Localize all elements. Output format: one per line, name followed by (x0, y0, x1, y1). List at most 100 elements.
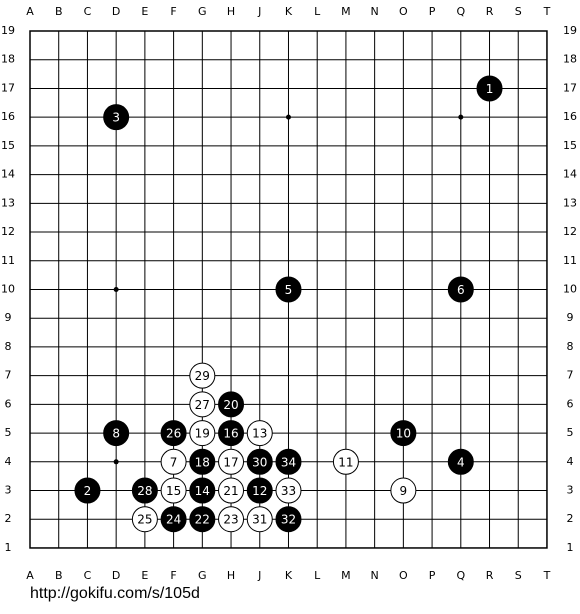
row-label: 15 (1, 139, 15, 152)
row-label: 12 (1, 225, 15, 238)
row-label: 14 (1, 168, 15, 181)
stone: 4 (447, 448, 474, 475)
move-number: 17 (223, 455, 238, 469)
row-label: 5 (567, 426, 574, 439)
move-number: 10 (396, 427, 411, 441)
move-number: 20 (223, 398, 238, 412)
stone: 34 (275, 448, 302, 475)
row-label: 3 (567, 484, 574, 497)
column-label: Q (456, 569, 465, 582)
move-number: 34 (281, 455, 296, 469)
row-label: 19 (563, 24, 577, 37)
stone: 5 (275, 276, 302, 303)
stone: 22 (189, 506, 216, 533)
row-label: 4 (567, 455, 574, 468)
row-label: 8 (5, 340, 12, 353)
row-label: 11 (563, 254, 577, 267)
stone: 2 (74, 477, 101, 504)
row-label: 18 (1, 53, 15, 66)
row-label: 5 (5, 426, 12, 439)
move-number: 14 (195, 484, 210, 498)
stone: 33 (275, 477, 302, 504)
column-label: F (170, 5, 176, 18)
stone: 8 (103, 420, 130, 447)
stone-disc (447, 448, 474, 475)
row-label: 9 (5, 311, 12, 324)
row-label: 13 (1, 196, 15, 209)
row-label: 16 (563, 110, 577, 123)
stone-disc (476, 75, 503, 102)
column-label: O (399, 5, 408, 18)
stone: 19 (189, 420, 216, 447)
move-number: 7 (170, 455, 178, 469)
move-number: 9 (400, 484, 408, 498)
board-border (29, 30, 548, 549)
stone: 15 (160, 477, 187, 504)
column-label: S (515, 569, 522, 582)
stone: 31 (246, 506, 273, 533)
stone-disc (390, 420, 417, 447)
stone-disc (103, 104, 130, 131)
move-number: 6 (457, 283, 465, 297)
column-label: T (543, 569, 551, 582)
column-label: Q (456, 5, 465, 18)
stone: 9 (390, 477, 417, 504)
column-label: P (429, 569, 436, 582)
stone: 11 (332, 448, 359, 475)
row-label: 9 (567, 311, 574, 324)
column-label: D (112, 569, 120, 582)
stone-disc (275, 506, 302, 533)
move-number: 1 (486, 82, 494, 96)
move-number: 31 (252, 513, 267, 527)
row-label: 3 (5, 484, 12, 497)
star-point (113, 286, 119, 292)
move-number: 22 (195, 513, 210, 527)
stone-disc (189, 362, 216, 389)
stone-disc (246, 477, 273, 504)
move-number: 23 (223, 513, 238, 527)
row-label: 13 (563, 196, 577, 209)
move-number: 18 (195, 455, 210, 469)
stone-disc (218, 477, 245, 504)
stone-disc (246, 420, 273, 447)
row-label: 17 (1, 81, 15, 94)
column-label: A (26, 569, 34, 582)
star-point (113, 459, 119, 465)
stone: 24 (160, 506, 187, 533)
column-label: A (26, 5, 34, 18)
column-label: E (141, 5, 148, 18)
column-label: N (371, 5, 379, 18)
stone: 10 (390, 420, 417, 447)
stone-disc (218, 506, 245, 533)
row-label: 15 (563, 139, 577, 152)
move-number: 16 (223, 427, 238, 441)
row-label: 6 (567, 397, 574, 410)
row-label: 6 (5, 397, 12, 410)
row-label: 17 (563, 81, 577, 94)
stone: 13 (246, 420, 273, 447)
row-label: 1 (5, 541, 12, 554)
stone-disc (275, 477, 302, 504)
move-number: 5 (285, 283, 293, 297)
stone: 25 (131, 506, 158, 533)
stone: 28 (131, 477, 158, 504)
row-label: 7 (567, 369, 574, 382)
row-label: 16 (1, 110, 15, 123)
move-number: 32 (281, 513, 296, 527)
move-number: 30 (252, 455, 267, 469)
row-label: 11 (1, 254, 15, 267)
column-label: E (141, 569, 148, 582)
column-label: S (515, 5, 522, 18)
row-label: 10 (1, 282, 15, 295)
column-label: K (285, 5, 293, 18)
stone-disc (218, 391, 245, 418)
column-label: J (257, 5, 261, 18)
row-label: 19 (1, 24, 15, 37)
stone: 21 (218, 477, 245, 504)
move-number: 15 (166, 484, 181, 498)
stone-disc (160, 506, 187, 533)
column-label: J (257, 569, 261, 582)
stone: 16 (218, 420, 245, 447)
stone-disc (447, 276, 474, 303)
